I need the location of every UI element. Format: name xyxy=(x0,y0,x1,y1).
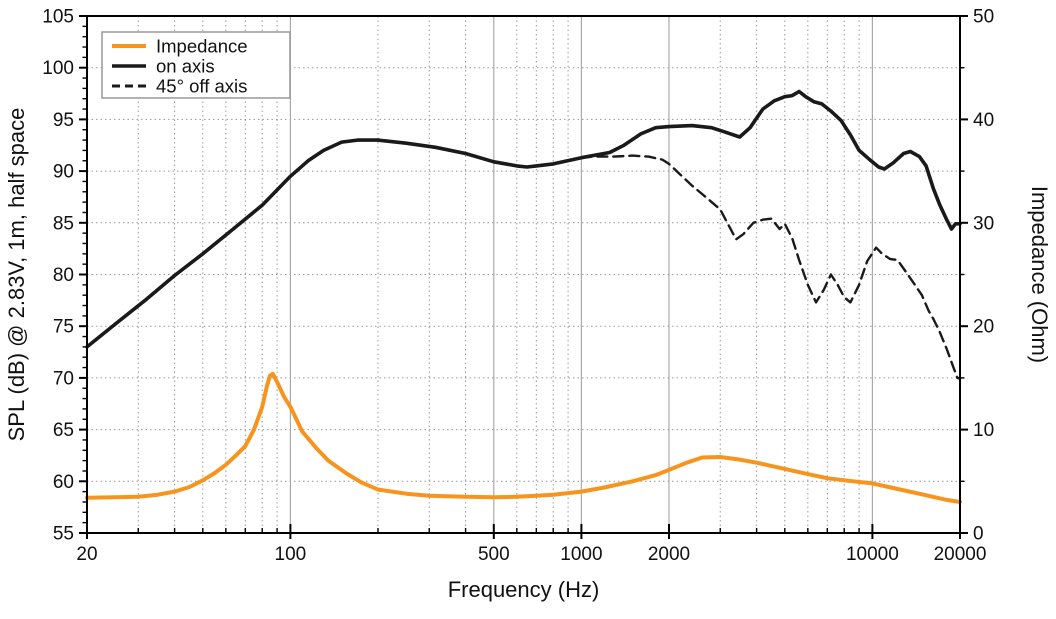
left-tick-label: 75 xyxy=(53,317,74,338)
y-axis-left-title: SPL (dB) @ 2.83V, 1m, half space xyxy=(4,108,29,442)
left-tick-label: 70 xyxy=(53,368,74,389)
left-tick-label: 100 xyxy=(42,58,74,79)
right-tick-label: 10 xyxy=(973,420,994,441)
left-tick-label: 95 xyxy=(53,110,74,131)
y-axis-left: 55 60 65 70 75 80 85 90 95 100 105 xyxy=(42,7,87,545)
left-tick-label: 80 xyxy=(53,265,74,286)
x-axis: 20 100 500 1000 2000 10000 20000 xyxy=(76,524,986,565)
legend-label: on axis xyxy=(156,56,215,77)
right-tick-label: 30 xyxy=(973,213,994,234)
x-tick-label: 20000 xyxy=(934,544,987,565)
x-tick-label: 500 xyxy=(478,544,510,565)
right-tick-label: 20 xyxy=(973,317,994,338)
x-tick-label: 1000 xyxy=(560,544,602,565)
left-tick-label: 55 xyxy=(53,524,74,545)
y-axis-right: 0 10 20 30 40 50 xyxy=(960,7,994,545)
x-axis-title: Frequency (Hz) xyxy=(448,577,600,602)
on-axis-curve xyxy=(85,89,962,349)
left-tick-label: 90 xyxy=(53,162,74,183)
left-tick-label: 105 xyxy=(42,7,74,28)
x-tick-label: 10000 xyxy=(846,544,899,565)
off-axis-45-curve xyxy=(580,154,962,381)
legend-label: 45° off axis xyxy=(156,76,247,97)
legend-label: Impedance xyxy=(156,36,248,57)
right-tick-label: 40 xyxy=(973,110,994,131)
x-tick-label: 2000 xyxy=(648,544,690,565)
y-axis-right-title: Impedance (Ohm) xyxy=(1027,186,1052,363)
right-tick-label: 0 xyxy=(973,524,984,545)
impedance-curve xyxy=(85,371,962,504)
x-tick-label: 20 xyxy=(76,544,97,565)
left-tick-label: 85 xyxy=(53,213,74,234)
left-tick-label: 65 xyxy=(53,420,74,441)
x-tick-label: 100 xyxy=(275,544,307,565)
left-tick-label: 60 xyxy=(53,472,74,493)
right-tick-label: 50 xyxy=(973,7,994,28)
